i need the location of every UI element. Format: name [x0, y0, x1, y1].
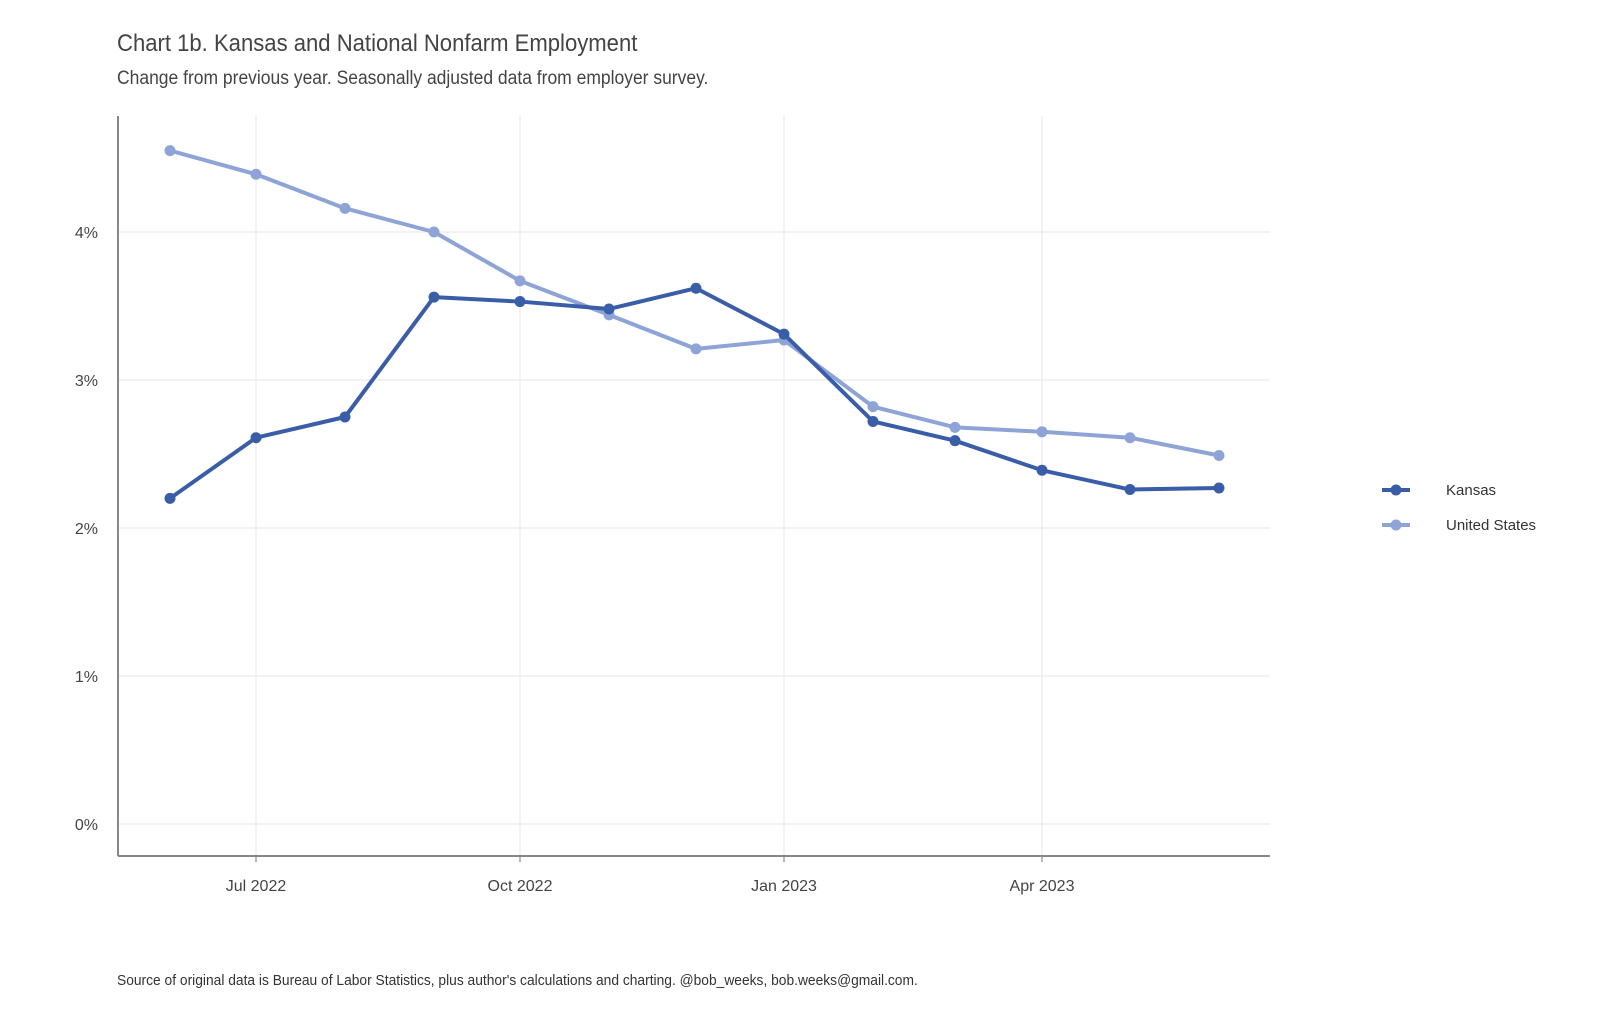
data-point-united-states: [1036, 426, 1048, 438]
x-tick-label: Oct 2022: [488, 878, 553, 895]
axes: [117, 116, 1270, 862]
chart-subtitle: Change from previous year. Seasonally ad…: [117, 68, 709, 89]
tick-labels: 0% 1% 2% 3% 4% Jul 2022 Oct 2022 Jan 2023 Apr 20…: [75, 225, 1075, 895]
data-point-united-states: [1124, 432, 1136, 444]
data-point-united-states: [867, 401, 879, 413]
grid-lines: [118, 116, 1270, 856]
legend-key-point-kansas: [1390, 484, 1402, 496]
chart-title: Chart 1b. Kansas and National Nonfarm Em…: [117, 30, 638, 57]
y-tick-label: 2%: [75, 521, 98, 538]
data-point-kansas: [1124, 484, 1136, 496]
series-line-kansas: [168, 286, 1221, 501]
data-point-united-states: [514, 275, 526, 287]
data-point-united-states: [164, 145, 176, 157]
data-point-kansas: [164, 492, 176, 504]
y-tick-label: 1%: [75, 669, 98, 686]
y-tick-label: 3%: [75, 373, 98, 390]
data-series: [164, 145, 1225, 504]
y-tick-label: 0%: [75, 817, 98, 834]
source-caption: Source of original data is Bureau of Lab…: [117, 972, 918, 989]
data-point-united-states: [250, 168, 262, 180]
legend-label-kansas: Kansas: [1446, 482, 1496, 499]
data-point-kansas: [1213, 482, 1225, 494]
data-point-kansas: [250, 432, 262, 444]
data-point-united-states: [949, 421, 961, 433]
data-point-united-states: [339, 202, 351, 214]
data-point-kansas: [949, 435, 961, 447]
data-point-kansas: [690, 282, 702, 294]
data-point-kansas: [1036, 464, 1048, 476]
series-line-united-states: [168, 148, 1221, 458]
data-point-kansas: [428, 291, 440, 303]
data-point-kansas: [339, 411, 351, 423]
legend: Kansas United States: [1382, 482, 1536, 534]
x-tick-label: Apr 2023: [1010, 878, 1075, 895]
data-point-united-states: [690, 343, 702, 355]
y-tick-label: 4%: [75, 225, 98, 242]
legend-key-point-united-states: [1390, 519, 1402, 531]
data-point-united-states: [428, 226, 440, 238]
data-point-kansas: [514, 296, 526, 308]
data-point-kansas: [867, 415, 879, 427]
data-point-kansas: [603, 303, 615, 315]
x-tick-label: Jul 2022: [226, 878, 287, 895]
legend-label-united-states: United States: [1446, 517, 1536, 534]
data-point-united-states: [1213, 449, 1225, 461]
data-point-kansas: [778, 328, 790, 340]
x-tick-label: Jan 2023: [751, 878, 817, 895]
